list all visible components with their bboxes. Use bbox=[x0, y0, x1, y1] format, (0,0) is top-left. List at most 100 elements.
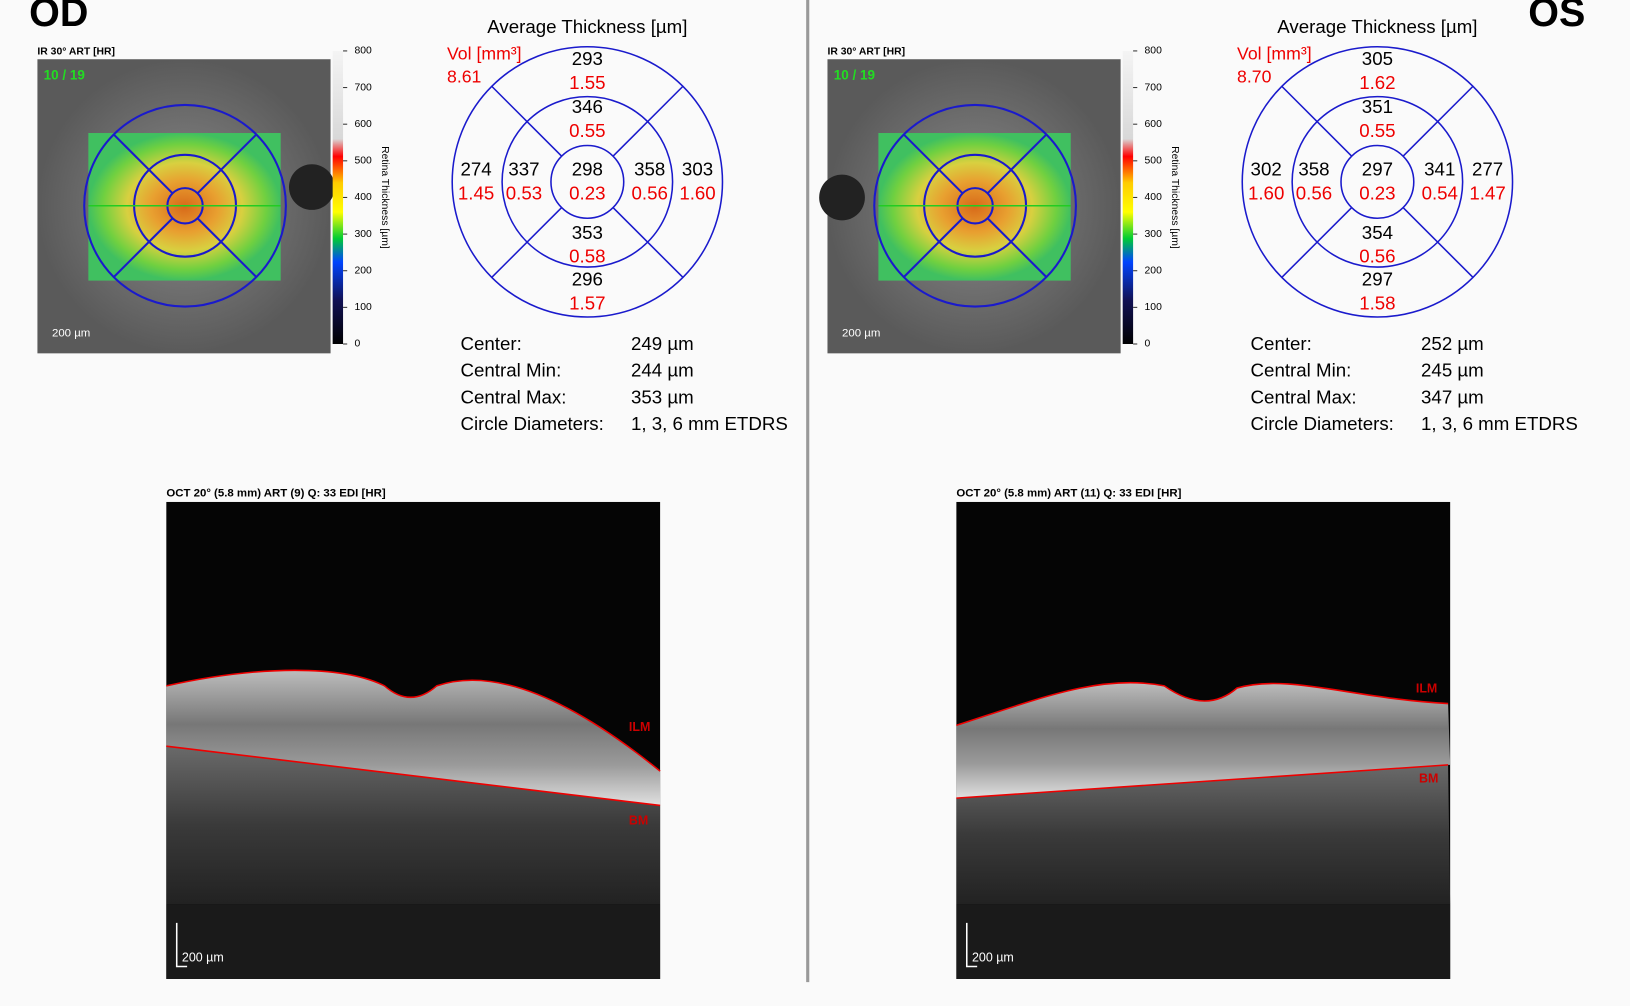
etdrs-spoke bbox=[491, 85, 563, 157]
colorbar bbox=[1122, 50, 1134, 344]
sector-thickness: 341 bbox=[1424, 158, 1455, 179]
choroid bbox=[956, 764, 1451, 905]
sector-thickness: 302 bbox=[1251, 158, 1282, 179]
grid-spoke bbox=[986, 217, 1048, 279]
etdrs-spoke bbox=[612, 206, 684, 279]
retina bbox=[956, 682, 1451, 799]
choroid bbox=[166, 746, 661, 905]
colorbar-tick-label: 0 bbox=[354, 339, 360, 350]
stat-label: Center: bbox=[461, 333, 522, 354]
frame-counter: 10 / 19 bbox=[44, 67, 85, 82]
etdrs-circle bbox=[1340, 144, 1415, 220]
stat-label: Central Max: bbox=[461, 386, 567, 407]
etdrs-spoke bbox=[1402, 206, 1474, 279]
vol-label: Vol [mm³] bbox=[447, 44, 522, 64]
sector-thickness: 354 bbox=[1362, 222, 1393, 243]
colorbar-tick-label: 800 bbox=[1145, 46, 1163, 57]
sector-thickness: 305 bbox=[1362, 48, 1393, 69]
colorbar-tick-label: 600 bbox=[354, 119, 372, 130]
stat-value: 252 µm bbox=[1421, 333, 1484, 354]
vol-total: 8.61 bbox=[447, 67, 481, 87]
etdrs-spoke bbox=[491, 206, 563, 279]
oct-scale-bar bbox=[175, 922, 188, 968]
oct-header: OCT 20° (5.8 mm) ART (11) Q: 33 EDI [HR] bbox=[956, 488, 1181, 500]
sector-volume: 0.58 bbox=[569, 246, 605, 267]
bm-line bbox=[956, 764, 1449, 799]
ilm-label: ILM bbox=[629, 720, 650, 734]
sector-thickness: 297 bbox=[1362, 269, 1393, 290]
colorbar-tick-label: 100 bbox=[354, 302, 372, 313]
sector-volume: 0.56 bbox=[632, 182, 668, 203]
sector-volume: 0.53 bbox=[506, 182, 542, 203]
stat-label: Circle Diameters: bbox=[461, 413, 604, 434]
vol-label: Vol [mm³] bbox=[1237, 44, 1312, 64]
grid-spoke bbox=[112, 217, 174, 279]
colorbar-tick-label: 400 bbox=[1145, 192, 1163, 203]
ir-scale: 200 µm bbox=[842, 328, 880, 340]
colorbar-tick-label: 700 bbox=[1145, 82, 1163, 93]
sector-volume: 0.56 bbox=[1359, 246, 1395, 267]
sector-volume: 1.55 bbox=[569, 72, 605, 93]
stat-label: Circle Diameters: bbox=[1251, 413, 1394, 434]
etdrs-spoke bbox=[1402, 85, 1474, 157]
bm-label: BM bbox=[1419, 772, 1438, 786]
etdrs-circle bbox=[1241, 45, 1514, 318]
etdrs-spoke bbox=[1281, 206, 1353, 279]
sclera bbox=[956, 904, 1451, 979]
sector-thickness: 358 bbox=[634, 158, 665, 179]
colorbar-tick-label: 300 bbox=[1145, 229, 1163, 240]
etdrs-circle bbox=[1291, 95, 1464, 268]
colorbar-tick-label: 400 bbox=[354, 192, 372, 203]
sclera bbox=[166, 904, 661, 979]
sector-thickness: 353 bbox=[572, 222, 603, 243]
grid-spoke bbox=[196, 133, 258, 195]
stat-value: 249 µm bbox=[631, 333, 694, 354]
sector-volume: 0.55 bbox=[569, 120, 605, 141]
grid-spoke bbox=[196, 217, 258, 279]
sector-volume: 0.56 bbox=[1296, 182, 1332, 203]
ilm-label: ILM bbox=[1416, 681, 1437, 695]
colorbar-tick-label: 200 bbox=[354, 265, 372, 276]
sector-thickness: 337 bbox=[508, 158, 539, 179]
oct-scale: 200 µm bbox=[182, 950, 224, 964]
sector-thickness: 274 bbox=[461, 158, 492, 179]
thickness-title: Average Thickness [µm] bbox=[1277, 16, 1477, 37]
colorbar-tick-label: 300 bbox=[354, 229, 372, 240]
bm-line bbox=[166, 745, 661, 807]
stat-value: 1, 3, 6 mm ETDRS bbox=[631, 413, 788, 434]
sector-thickness: 293 bbox=[572, 48, 603, 69]
eye-label: OD bbox=[29, 0, 88, 35]
ir-scale: 200 µm bbox=[52, 328, 90, 340]
frame-counter: 10 / 19 bbox=[834, 67, 875, 82]
sector-volume: 0.23 bbox=[569, 182, 605, 203]
etdrs-circle bbox=[451, 45, 724, 318]
sector-thickness: 346 bbox=[572, 96, 603, 117]
sector-thickness: 351 bbox=[1362, 96, 1393, 117]
stat-label: Center: bbox=[1251, 333, 1312, 354]
optic-disk bbox=[819, 174, 865, 221]
optic-disk bbox=[288, 164, 335, 210]
ilm-line bbox=[956, 681, 1449, 727]
stat-label: Central Min: bbox=[1251, 360, 1352, 381]
sector-volume: 0.54 bbox=[1422, 182, 1458, 203]
stat-value: 347 µm bbox=[1421, 386, 1484, 407]
etdrs-spoke bbox=[612, 85, 684, 157]
stat-label: Central Min: bbox=[461, 360, 562, 381]
vol-total: 8.70 bbox=[1237, 67, 1272, 87]
sector-volume: 0.55 bbox=[1359, 120, 1395, 141]
thickness-title: Average Thickness [µm] bbox=[487, 16, 687, 37]
etdrs-circle bbox=[501, 95, 674, 268]
retina bbox=[166, 670, 661, 806]
colorbar-tick-label: 500 bbox=[354, 156, 372, 167]
grid-circle bbox=[83, 103, 287, 308]
colorbar-tick-label: 500 bbox=[1145, 156, 1163, 167]
stat-value: 1, 3, 6 mm ETDRS bbox=[1421, 413, 1578, 434]
oct-header: OCT 20° (5.8 mm) ART (9) Q: 33 EDI [HR] bbox=[166, 488, 386, 500]
colorbar-tick-label: 700 bbox=[354, 82, 372, 93]
colorbar-tick-label: 800 bbox=[354, 46, 372, 57]
grid-circle bbox=[873, 103, 1077, 308]
etdrs-spoke bbox=[1281, 85, 1353, 157]
sector-thickness: 277 bbox=[1472, 158, 1503, 179]
